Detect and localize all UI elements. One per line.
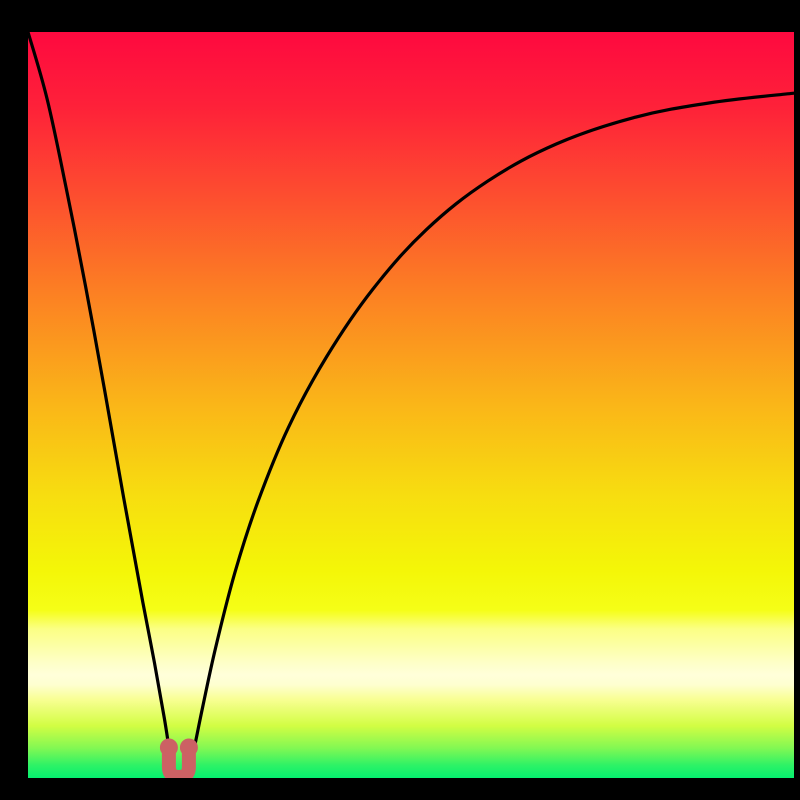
bottleneck-curve-chart bbox=[28, 32, 794, 778]
chart-canvas: TheBottleneck.com bbox=[0, 0, 800, 800]
frame-border-bottom bbox=[0, 778, 800, 800]
frame-border-left bbox=[0, 0, 28, 800]
frame-border-right bbox=[794, 0, 800, 800]
gradient-background bbox=[28, 32, 794, 778]
frame-border-top bbox=[0, 0, 800, 32]
